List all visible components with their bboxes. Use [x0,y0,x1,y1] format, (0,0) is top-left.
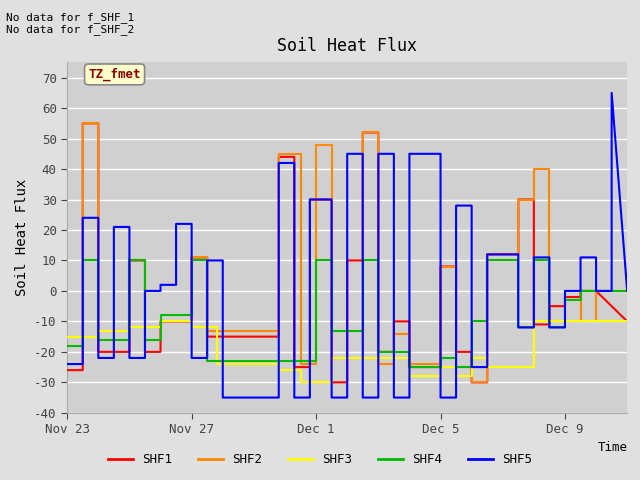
Text: TZ_fmet: TZ_fmet [88,68,141,81]
X-axis label: Time: Time [598,441,628,454]
Y-axis label: Soil Heat Flux: Soil Heat Flux [15,179,29,296]
Text: No data for f_SHF_1
No data for f_SHF_2: No data for f_SHF_1 No data for f_SHF_2 [6,12,134,36]
Legend: SHF1, SHF2, SHF3, SHF4, SHF5: SHF1, SHF2, SHF3, SHF4, SHF5 [102,448,538,471]
Title: Soil Heat Flux: Soil Heat Flux [277,37,417,55]
